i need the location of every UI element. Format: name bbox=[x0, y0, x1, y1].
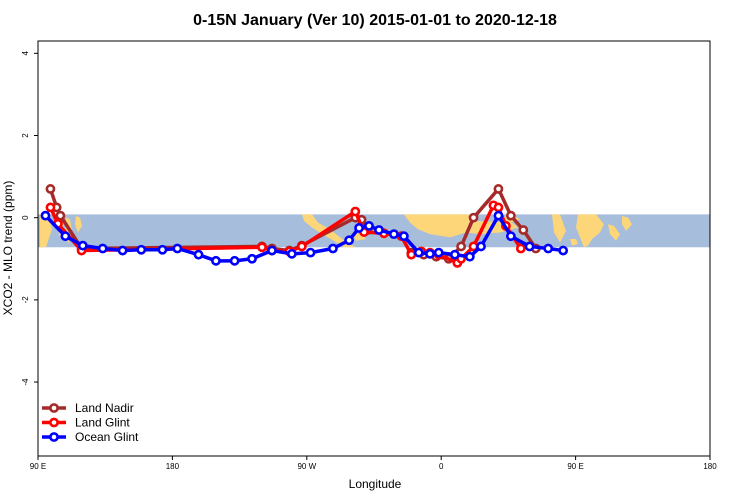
x-tick-label: 90 W bbox=[297, 462, 316, 471]
ocean-glint-point bbox=[60, 231, 71, 242]
legend-marker-ocean-glint bbox=[49, 432, 59, 442]
x-tick-label: 90 E bbox=[30, 462, 46, 471]
ocean-glint-point bbox=[389, 229, 399, 240]
ocean-glint-point bbox=[413, 247, 424, 258]
ocean-glint-point bbox=[344, 235, 355, 246]
land-glint-point bbox=[296, 241, 307, 252]
ocean-glint-point bbox=[286, 248, 297, 259]
ocean-glint-point bbox=[40, 210, 51, 221]
ocean-glint-point bbox=[77, 240, 88, 251]
ocean-glint-point bbox=[464, 251, 475, 262]
ocean-glint-point bbox=[493, 210, 504, 221]
ocean-glint-point bbox=[172, 243, 183, 254]
land-glint-point bbox=[257, 242, 267, 253]
ocean-glint-point bbox=[117, 245, 128, 256]
y-tick-label: 0 bbox=[21, 215, 30, 220]
ocean-glint-point bbox=[267, 245, 277, 256]
ocean-glint-point bbox=[425, 248, 435, 259]
ocean-glint-point bbox=[136, 244, 147, 255]
ocean-glint-point bbox=[543, 243, 554, 254]
land-mass bbox=[552, 214, 566, 243]
ocean-glint-point bbox=[305, 247, 316, 258]
y-tick-label: 2 bbox=[21, 133, 30, 138]
land-mass bbox=[75, 216, 82, 233]
ocean-glint-point bbox=[364, 221, 374, 231]
legend-label-land-glint: Land Glint bbox=[75, 416, 130, 430]
ocean-glint-point bbox=[229, 255, 240, 266]
x-tick-label: 90 E bbox=[567, 462, 583, 471]
land-nadir-point bbox=[518, 225, 529, 235]
legend-marker-land-glint bbox=[49, 417, 59, 428]
land-nadir-point bbox=[493, 184, 504, 194]
land-mass bbox=[40, 214, 52, 248]
ocean-glint-point bbox=[157, 244, 168, 255]
ocean-glint-point bbox=[193, 249, 204, 260]
ocean-glint-point bbox=[97, 243, 108, 254]
y-axis-label: XCO2 - MLO trend (ppm) bbox=[1, 181, 15, 316]
ocean-band bbox=[38, 214, 710, 248]
ocean-glint-point bbox=[524, 241, 535, 252]
land-nadir-point bbox=[456, 241, 467, 252]
ocean-glint-point bbox=[558, 245, 569, 256]
ocean-glint-point bbox=[354, 223, 364, 233]
land-nadir-point bbox=[505, 210, 516, 221]
legend-label-land-nadir: Land Nadir bbox=[75, 401, 134, 415]
land-nadir-point bbox=[45, 184, 56, 194]
legend-label-ocean-glint: Ocean Glint bbox=[75, 430, 139, 444]
land-nadir-point bbox=[468, 212, 479, 223]
y-tick-label: -4 bbox=[21, 378, 30, 386]
land-mass bbox=[576, 214, 604, 248]
land-nadir-point bbox=[55, 210, 66, 221]
legend-marker-land-nadir bbox=[49, 403, 59, 413]
ocean-glint-point bbox=[449, 249, 460, 260]
plot-frame bbox=[37, 40, 711, 457]
land-mass bbox=[570, 239, 578, 246]
land-mass bbox=[622, 216, 632, 231]
ocean-glint-point bbox=[211, 255, 221, 266]
land-mass bbox=[608, 224, 620, 241]
y-axis: 4 2 0 -2 -4 bbox=[21, 51, 38, 386]
y-tick-label: -2 bbox=[21, 296, 30, 304]
x-axis-label: Longitude bbox=[349, 477, 402, 491]
ocean-glint-point bbox=[433, 247, 444, 258]
land-glint-point bbox=[350, 206, 361, 217]
ocean-glint-point bbox=[374, 225, 384, 235]
land-glint-point bbox=[406, 249, 417, 260]
land-glint-line bbox=[48, 203, 523, 265]
x-tick-label: 0 bbox=[439, 462, 444, 471]
y-tick-label: 4 bbox=[21, 51, 30, 56]
ocean-glint-point bbox=[247, 253, 257, 264]
ocean-glint-point bbox=[505, 231, 516, 242]
land-glint-point bbox=[493, 202, 504, 213]
land-glint-point bbox=[45, 202, 56, 213]
ocean-glint-point bbox=[398, 231, 409, 242]
land-glint-point bbox=[515, 243, 526, 254]
series-layer bbox=[40, 184, 569, 268]
ocean-glint-point bbox=[328, 243, 338, 254]
x-axis: 90 E 180 90 W 0 90 E 180 bbox=[30, 456, 717, 471]
ocean-glint-point bbox=[476, 241, 486, 252]
x-tick-label: 180 bbox=[166, 462, 180, 471]
x-tick-label: 180 bbox=[703, 462, 717, 471]
map-band bbox=[38, 214, 710, 248]
chart-title: 0-15N January (Ver 10) 2015-01-01 to 202… bbox=[193, 12, 557, 29]
